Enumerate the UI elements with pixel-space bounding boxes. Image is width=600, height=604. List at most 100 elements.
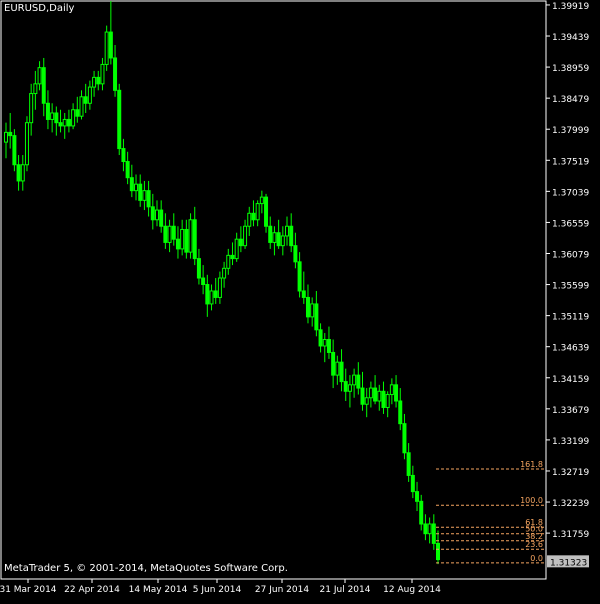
candle[interactable] — [209, 290, 214, 305]
candle[interactable] — [389, 384, 394, 396]
candle[interactable] — [377, 390, 382, 402]
candle[interactable] — [264, 196, 269, 227]
candle[interactable] — [83, 96, 88, 104]
candle[interactable] — [289, 225, 294, 247]
candle[interactable] — [406, 452, 411, 476]
candle[interactable] — [326, 339, 331, 353]
candle[interactable] — [398, 400, 403, 425]
candle[interactable] — [427, 523, 432, 535]
candle[interactable] — [41, 67, 46, 104]
candle[interactable] — [134, 183, 139, 192]
candle[interactable] — [146, 190, 151, 208]
candle[interactable] — [121, 148, 126, 163]
candle[interactable] — [16, 164, 21, 182]
candle[interactable] — [171, 225, 176, 240]
candle[interactable] — [356, 374, 361, 389]
candle[interactable] — [238, 238, 243, 247]
candle[interactable] — [33, 83, 38, 95]
candle[interactable] — [87, 86, 92, 104]
candle[interactable] — [8, 131, 13, 137]
candle[interactable] — [431, 523, 436, 544]
candle[interactable] — [159, 209, 164, 227]
candle[interactable] — [50, 112, 55, 120]
candle[interactable] — [58, 122, 63, 127]
candle[interactable] — [436, 542, 440, 561]
candle[interactable] — [251, 212, 256, 221]
candle[interactable] — [373, 387, 378, 402]
candle[interactable] — [96, 76, 101, 85]
candle[interactable] — [125, 161, 130, 179]
candle[interactable] — [360, 387, 365, 405]
candle[interactable] — [222, 267, 227, 279]
candle[interactable] — [150, 206, 155, 221]
candle[interactable] — [410, 474, 415, 493]
candle[interactable] — [92, 76, 97, 88]
candle[interactable] — [385, 394, 390, 408]
candle[interactable] — [394, 384, 399, 402]
candle[interactable] — [20, 164, 25, 182]
candle[interactable] — [79, 96, 84, 117]
candle[interactable] — [314, 303, 319, 331]
candle[interactable] — [285, 225, 290, 237]
candle[interactable] — [255, 203, 260, 221]
candle[interactable] — [184, 228, 189, 253]
candle[interactable] — [45, 102, 50, 120]
candle[interactable] — [423, 523, 428, 535]
candle[interactable] — [205, 283, 210, 305]
candle[interactable] — [66, 118, 71, 127]
candle[interactable] — [4, 131, 8, 143]
candle[interactable] — [196, 258, 201, 279]
candle[interactable] — [201, 277, 206, 285]
candle[interactable] — [12, 135, 17, 166]
candle[interactable] — [104, 31, 109, 65]
candle[interactable] — [175, 238, 180, 250]
candle[interactable] — [268, 225, 273, 243]
candle[interactable] — [117, 89, 122, 150]
candle[interactable] — [192, 219, 197, 260]
candle[interactable] — [305, 296, 310, 318]
candle[interactable] — [154, 209, 159, 221]
candle[interactable] — [301, 290, 306, 298]
candle[interactable] — [180, 228, 185, 250]
candle[interactable] — [234, 238, 239, 260]
candle[interactable] — [163, 225, 168, 243]
candle[interactable] — [167, 225, 172, 243]
candle[interactable] — [188, 219, 193, 253]
candle[interactable] — [343, 381, 348, 392]
candle[interactable] — [347, 384, 352, 392]
candle[interactable] — [54, 112, 59, 124]
candle[interactable] — [368, 387, 373, 399]
candle[interactable] — [280, 235, 285, 247]
candle[interactable] — [108, 31, 113, 59]
candle[interactable] — [335, 361, 340, 376]
candle[interactable] — [247, 212, 252, 227]
candle[interactable] — [339, 361, 344, 383]
candle[interactable] — [293, 245, 298, 263]
candle[interactable] — [71, 109, 76, 127]
candle[interactable] — [419, 500, 424, 525]
candle[interactable] — [259, 196, 264, 205]
candle[interactable] — [100, 63, 105, 85]
candle[interactable] — [29, 93, 34, 124]
candle[interactable] — [272, 232, 277, 243]
candle[interactable] — [381, 390, 386, 408]
candle[interactable] — [402, 423, 407, 454]
candle[interactable] — [243, 225, 248, 247]
candle[interactable] — [318, 329, 323, 347]
candle[interactable] — [310, 303, 315, 318]
candle[interactable] — [297, 261, 302, 292]
candle[interactable] — [352, 374, 357, 386]
candle[interactable] — [213, 290, 218, 298]
candle[interactable] — [226, 254, 231, 269]
candle[interactable] — [331, 351, 336, 376]
candle[interactable] — [62, 118, 67, 127]
candle[interactable] — [75, 109, 80, 117]
candle[interactable] — [322, 339, 327, 347]
candle[interactable] — [24, 122, 29, 166]
candle[interactable] — [113, 57, 118, 91]
candle[interactable] — [217, 277, 222, 298]
candle[interactable] — [415, 491, 420, 502]
candle[interactable] — [138, 183, 143, 201]
